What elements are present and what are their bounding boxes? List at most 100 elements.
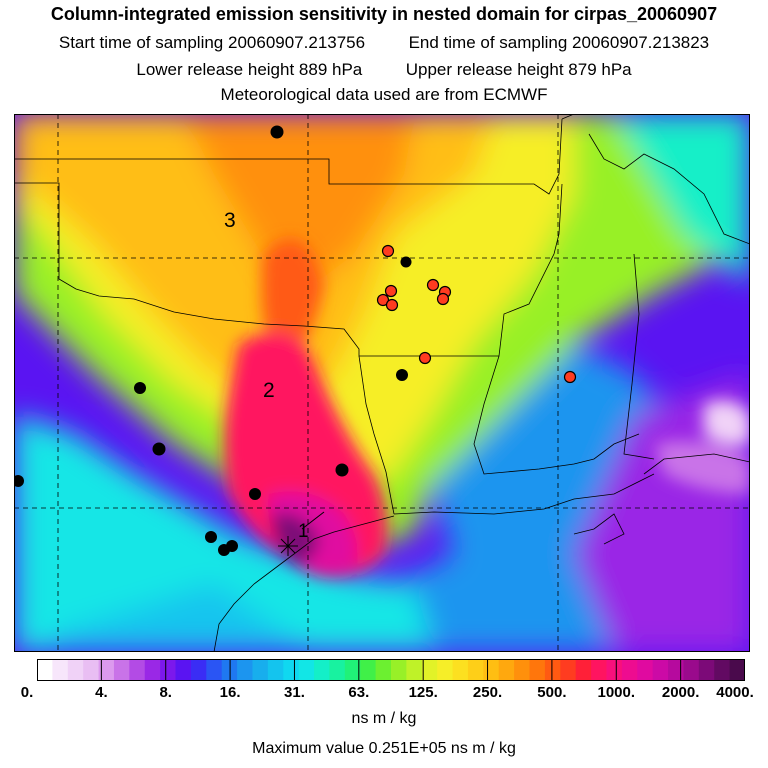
marker-red	[376, 293, 390, 307]
marker-red	[384, 284, 398, 298]
colorbar-swatch	[652, 659, 669, 681]
plot-title: Column-integrated emission sensitivity i…	[50, 4, 718, 24]
colorbar-tick-label: 500.	[537, 684, 567, 701]
colorbar-swatch	[483, 659, 500, 681]
colorbar-swatch	[529, 659, 546, 681]
colorbar-swatch	[144, 659, 161, 681]
colorbar-tick-label: 4.	[95, 684, 108, 701]
colorbar-swatch	[375, 659, 392, 681]
start-time-value: 20060907.213756	[228, 33, 366, 52]
colorbar-swatch	[437, 659, 454, 681]
colorbar-swatch	[606, 659, 623, 681]
colorbar	[37, 659, 746, 681]
colorbar-swatch	[344, 659, 361, 681]
marker-black	[396, 369, 408, 381]
boundary-lines	[14, 114, 750, 652]
colorbar-swatch	[83, 659, 100, 681]
colorbar-tick-label: 2000.	[661, 684, 700, 701]
end-time-value: 20060907.213823	[572, 33, 710, 52]
colorbar-tick-label: 0.	[20, 684, 34, 701]
colorbar-swatch	[729, 659, 746, 681]
colorbar-swatch	[391, 659, 407, 681]
marker-black	[400, 256, 412, 268]
colorbar-swatch	[329, 659, 346, 681]
colorbar-swatch	[714, 659, 731, 681]
marker-red	[436, 292, 450, 306]
marker-black	[14, 475, 24, 487]
colorbar-swatch	[668, 659, 685, 681]
marker-black	[226, 540, 238, 552]
met-data-note: Meteorological data used are from ECMWF	[220, 85, 548, 104]
marker-black	[134, 382, 146, 394]
colorbar-units: ns m / kg	[351, 710, 417, 727]
marker-red	[381, 244, 395, 258]
colorbar-swatch	[237, 659, 254, 681]
marker-red	[418, 351, 432, 365]
marker-red	[563, 370, 577, 384]
colorbar-tick-label: 1000.	[597, 684, 636, 701]
start-time-label: Start time of sampling	[58, 33, 224, 52]
colorbar-swatch	[637, 659, 654, 681]
marker-black	[249, 488, 261, 500]
marker-red	[385, 298, 399, 312]
colorbar-tick-label: 31.	[284, 684, 305, 701]
colorbar-swatch	[37, 659, 53, 681]
map-label-2: 2	[263, 379, 275, 402]
colorbar-tick-label: 63.	[348, 684, 370, 701]
colorbar-swatch	[621, 659, 638, 681]
colorbar-ticks: 0. 4. 8. 16. 31. 63. 125. 250. 500. 1000. 2000. 400…	[0, 684, 768, 704]
colorbar-tick-label: 16.	[219, 684, 241, 701]
colorbar-swatch	[314, 659, 331, 681]
map-label-3: 3	[224, 209, 236, 232]
lower-release-label: Lower release height	[136, 60, 295, 79]
maximum-value: Maximum value 0.251E+05 ns m / kg	[252, 740, 516, 757]
release-heights: Lower release height 889 hPa Upper relea…	[0, 60, 768, 80]
colorbar-tick-label: 125.	[408, 684, 438, 701]
colorbar-tick-label: 4000.	[716, 684, 754, 701]
sample-markers	[14, 125, 577, 556]
end-time-label: End time of sampling	[408, 33, 568, 52]
release-location-marker	[278, 511, 325, 556]
colorbar-swatch	[698, 659, 715, 681]
colorbar-swatch	[591, 659, 608, 681]
upper-release-value: 879 hPa	[568, 60, 632, 79]
sampling-times: Start time of sampling 20060907.213756 E…	[0, 33, 768, 53]
colorbar-swatch	[498, 659, 515, 681]
colorbar-swatch	[113, 659, 130, 681]
colorbar-swatch	[252, 659, 269, 681]
colorbar-swatch	[67, 659, 84, 681]
colorbar-tick-label: 8.	[159, 684, 172, 701]
colorbar-swatch	[98, 659, 115, 681]
marker-black	[270, 125, 284, 139]
colorbar-swatch	[129, 659, 146, 681]
upper-release-label: Upper release height	[405, 60, 564, 79]
marker-black	[335, 463, 349, 477]
colorbar-swatch	[575, 659, 592, 681]
colorbar-swatch	[514, 659, 531, 681]
colorbar-swatch	[160, 659, 177, 681]
colorbar-swatch	[298, 659, 315, 681]
colorbar-swatch	[283, 659, 300, 681]
colorbar-swatch	[360, 659, 377, 681]
grid-lines	[14, 114, 750, 652]
colorbar-swatch	[421, 659, 438, 681]
colorbar-swatch	[206, 659, 223, 681]
colorbar-swatch	[175, 659, 192, 681]
marker-black	[152, 442, 166, 456]
lower-release-value: 889 hPa	[298, 60, 363, 79]
colorbar-swatch	[452, 659, 469, 681]
colorbar-border	[37, 659, 745, 681]
colorbar-swatch	[406, 659, 423, 681]
colorbar-tick-label: 250.	[472, 684, 503, 701]
map-label-1: 1	[298, 521, 309, 542]
marker-red	[426, 278, 440, 292]
colorbar-swatch	[467, 659, 484, 681]
emission-sensitivity-map: 3 2 1	[14, 114, 750, 652]
colorbar-swatch	[52, 659, 69, 681]
colorbar-swatch	[683, 659, 700, 681]
colorbar-swatch	[544, 659, 561, 681]
colorbar-swatch	[560, 659, 577, 681]
marker-black	[205, 531, 217, 543]
sensitivity-field	[14, 114, 750, 652]
colorbar-swatch	[190, 659, 207, 681]
